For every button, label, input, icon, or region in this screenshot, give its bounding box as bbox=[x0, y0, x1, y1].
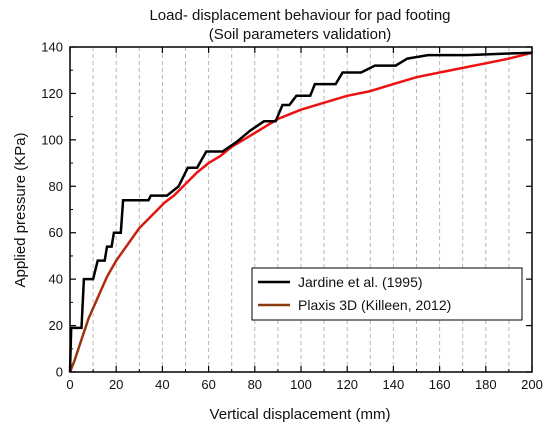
grid-lines bbox=[92, 47, 510, 372]
y-tick-label: 0 bbox=[56, 365, 63, 380]
series-line-jardine bbox=[68, 51, 533, 373]
chart-title: Load- displacement behaviour for pad foo… bbox=[149, 7, 450, 24]
x-tick-label: 40 bbox=[155, 377, 169, 392]
x-tick-label: 120 bbox=[336, 377, 358, 392]
legend: Jardine et al. (1995) Plaxis 3D (Killeen… bbox=[251, 267, 523, 321]
plot-frame bbox=[69, 46, 533, 373]
data-series bbox=[68, 51, 533, 373]
y-tick-label: 80 bbox=[49, 179, 63, 194]
x-tick-label: 80 bbox=[248, 377, 262, 392]
y-tick-label: 60 bbox=[49, 225, 63, 240]
y-tick-label: 100 bbox=[41, 132, 63, 147]
legend-box bbox=[251, 267, 523, 321]
y-tick-label: 20 bbox=[49, 318, 63, 333]
y-tick-label: 40 bbox=[49, 272, 63, 287]
series-line-plaxis bbox=[68, 51, 533, 373]
x-tick-label: 140 bbox=[383, 377, 405, 392]
legend-label-jardine: Jardine et al. (1995) bbox=[298, 274, 423, 290]
x-axis-title: Vertical displacement (mm) bbox=[210, 406, 391, 423]
y-tick-label: 140 bbox=[41, 40, 63, 55]
x-tick-label: 0 bbox=[66, 377, 73, 392]
x-tick-label: 60 bbox=[201, 377, 215, 392]
x-tick-label: 100 bbox=[290, 377, 312, 392]
y-axis-title: Applied pressure (KPa) bbox=[12, 132, 29, 287]
x-tick-label: 20 bbox=[109, 377, 123, 392]
legend-label-plaxis: Plaxis 3D (Killeen, 2012) bbox=[298, 297, 451, 313]
x-tick-label: 160 bbox=[429, 377, 451, 392]
chart-subtitle: (Soil parameters validation) bbox=[209, 26, 392, 43]
axis-ticks: 0 20 40 60 80 100 120 140 160 180 200 0 20 40 60 80 100 1… bbox=[41, 40, 543, 393]
x-tick-label: 180 bbox=[475, 377, 497, 392]
y-tick-label: 120 bbox=[41, 86, 63, 101]
x-tick-label: 200 bbox=[521, 377, 543, 392]
